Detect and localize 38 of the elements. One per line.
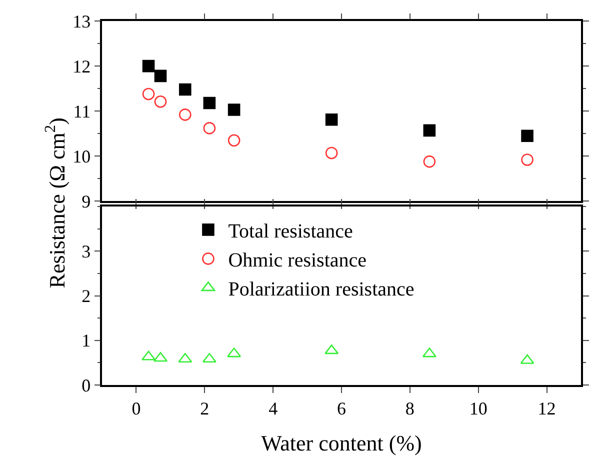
point: [202, 352, 216, 363]
x-tick-label: 10: [469, 398, 488, 418]
point: [228, 134, 240, 147]
y-tick-label: 13: [72, 11, 91, 32]
point: [178, 352, 192, 363]
point: [178, 108, 192, 121]
point: [203, 122, 216, 134]
point: [325, 114, 338, 126]
x-tick-label: 0: [132, 398, 141, 418]
y-tick-label: 0: [82, 375, 91, 396]
x-tick-label: 2: [200, 398, 210, 418]
x-tick-label: 8: [405, 398, 414, 418]
y-tick-label: 9: [82, 191, 91, 212]
x-tick-label: 4: [268, 398, 278, 418]
y-tick-label: 10: [72, 146, 91, 166]
x-tick-label: 12: [538, 398, 556, 418]
y-tick-label: 3: [82, 242, 91, 262]
point: [228, 104, 240, 116]
point: [142, 88, 155, 100]
legend-label: Ohmic resistance: [228, 250, 367, 272]
x-axis-title: Water content (%): [261, 430, 422, 456]
y-tick-label: 11: [73, 101, 91, 122]
point: [423, 155, 436, 168]
point: [521, 130, 534, 142]
point: [423, 124, 436, 137]
point: [325, 146, 338, 160]
y-tick-label: 1: [82, 330, 91, 351]
point: [178, 83, 192, 96]
y-tick-label: 12: [72, 56, 91, 76]
legend-label: Polarizatiion resistance: [228, 278, 414, 301]
point: [154, 95, 167, 108]
legend-label: Total resistance: [228, 220, 353, 243]
point: [203, 96, 216, 110]
x-tick-label: 6: [337, 398, 346, 418]
point: [154, 70, 167, 82]
point: [521, 154, 534, 166]
y-tick-label: 2: [82, 286, 91, 306]
point: [142, 60, 155, 72]
